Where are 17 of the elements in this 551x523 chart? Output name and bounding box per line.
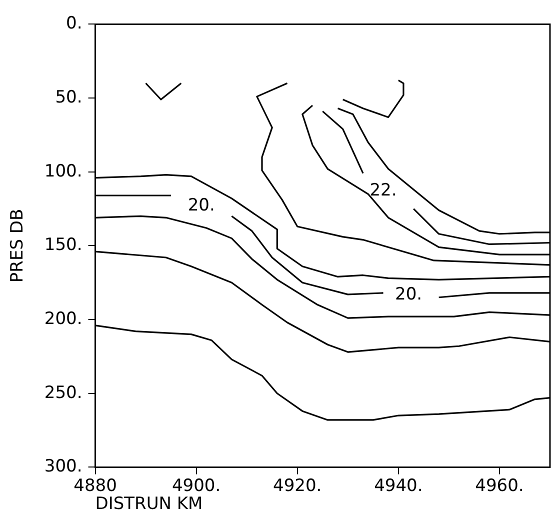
- x-tick-label: 4880: [74, 476, 117, 496]
- y-tick-label: 50.: [55, 87, 82, 108]
- y-tick-label: 100.: [44, 161, 82, 182]
- y-axis-title: PRES DB: [8, 208, 28, 283]
- x-tick-label: 4920.: [273, 476, 322, 496]
- y-tick-label: 200.: [44, 308, 82, 329]
- series-label: 22.: [370, 180, 397, 200]
- y-tick-label: 300.: [44, 456, 82, 477]
- series-label: 20.: [395, 284, 422, 305]
- x-tick-label: 4960.: [475, 476, 524, 496]
- text: 20.: [188, 195, 215, 216]
- y-tick-label: 0.: [66, 14, 82, 34]
- x-tick-label: 4900.: [172, 476, 221, 496]
- y-tick-label: 250.: [44, 382, 82, 403]
- y-tick-label: 150.: [44, 235, 82, 256]
- x-axis-title: DISTRUN KM: [95, 494, 203, 514]
- x-tick-label: 4940.: [374, 476, 423, 496]
